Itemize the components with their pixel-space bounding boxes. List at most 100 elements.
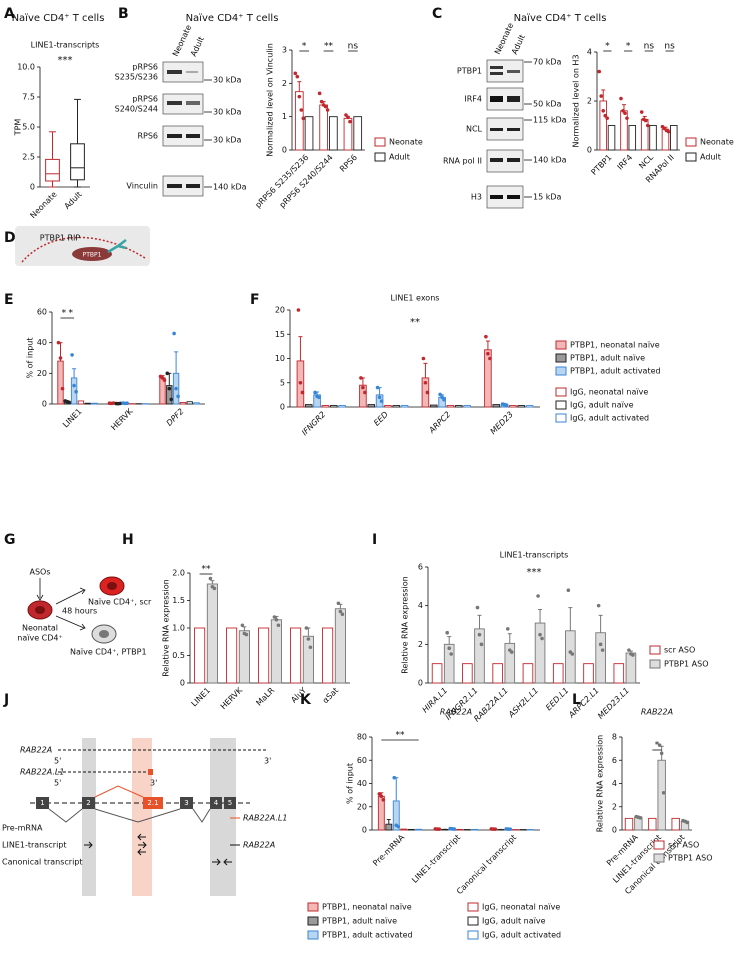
data-point	[645, 123, 650, 128]
data-point	[536, 594, 540, 598]
data-point	[379, 794, 384, 799]
x-tick-label: MaLR	[254, 686, 276, 708]
data-point	[538, 632, 542, 637]
x-tick-label: NCL	[637, 152, 655, 170]
x-tick-label: MED23	[489, 410, 515, 436]
data-point	[338, 609, 343, 614]
x-tick-label: MED23.L1	[596, 686, 631, 721]
legend-label: PTBP1, adult naïve	[322, 917, 397, 926]
bar	[329, 116, 338, 151]
data-point	[125, 401, 129, 406]
kda-marker: 50 kDa	[533, 100, 562, 109]
significance: ***	[527, 567, 542, 578]
x-tick-label: Adult	[63, 190, 84, 211]
exon-number: 2.1	[147, 799, 158, 807]
panel-label: I	[372, 532, 377, 548]
data-point	[212, 586, 217, 591]
label: naïve CD4⁺	[17, 634, 62, 643]
data-point	[208, 576, 213, 581]
y-tick-label: 15	[275, 330, 285, 339]
data-point	[340, 612, 345, 617]
x-tick-label: EED	[372, 410, 390, 428]
y-tick-label: 4	[612, 779, 617, 788]
rip-box	[15, 226, 150, 266]
data-point	[685, 820, 689, 825]
legend-swatch	[685, 137, 697, 147]
bar	[657, 759, 666, 831]
blot-row: NCL	[466, 125, 483, 134]
data-point	[605, 116, 610, 120]
data-point	[274, 617, 279, 622]
panel-label: A	[4, 6, 15, 22]
significance: **	[324, 42, 334, 52]
legend-label: PTBP1, adult activated	[570, 367, 661, 376]
y-axis-label: TPM	[14, 119, 23, 137]
legend-swatch	[555, 340, 567, 350]
data-point	[392, 775, 397, 780]
chart-title: LINE1-transcripts	[31, 41, 100, 50]
ptbp1-protein	[72, 247, 112, 261]
kda-marker: 15 kDa	[533, 193, 562, 202]
chart-title: RAB22A	[641, 708, 673, 717]
legend-label: IgG, adult naïve	[482, 917, 546, 926]
panel-header: Naïve CD4⁺ T cells	[12, 13, 105, 24]
y-axis-label: Relative RNA expression	[596, 735, 605, 833]
x-tick-label: IFNGR2	[300, 410, 327, 437]
bar	[649, 125, 657, 151]
data-point	[509, 650, 514, 654]
bar	[322, 627, 334, 684]
data-point	[293, 71, 298, 76]
significance: *	[62, 309, 67, 319]
bar	[392, 405, 401, 408]
data-point	[300, 390, 305, 395]
data-point	[319, 99, 324, 104]
significance: ns	[664, 42, 675, 52]
data-point	[306, 637, 311, 641]
x-tick-label: Pre-mRNA	[371, 832, 406, 867]
chart-title: LINE1 exons	[391, 294, 440, 303]
protein-label: PTBP1	[83, 252, 102, 259]
y-tick-label: 0	[180, 679, 185, 688]
data-point	[169, 397, 174, 402]
bar	[462, 663, 473, 684]
data-point	[442, 397, 446, 402]
data-point	[244, 632, 249, 637]
data-point	[423, 380, 428, 385]
significance: *	[302, 42, 307, 52]
bar	[670, 125, 678, 151]
bar	[294, 91, 304, 151]
data-point	[437, 827, 442, 831]
data-point	[638, 815, 643, 820]
bar	[400, 405, 409, 408]
panel-label: B	[118, 6, 129, 22]
data-point	[176, 394, 180, 399]
data-point	[298, 380, 303, 385]
bar	[290, 627, 302, 684]
data-point	[504, 403, 509, 407]
x-tick-label: αSat	[321, 686, 340, 705]
data-point	[297, 94, 302, 99]
y-tick-label: 0	[42, 400, 47, 409]
data-point	[597, 69, 602, 74]
bar	[334, 608, 346, 684]
legend-label: Neonate	[700, 138, 734, 147]
data-point	[438, 392, 442, 397]
blot-row: H3	[471, 193, 482, 202]
x-tick-label: RPS6	[338, 153, 359, 174]
bar	[471, 828, 479, 831]
legend-swatch	[467, 916, 479, 926]
blot-row: S235/S236	[115, 73, 158, 82]
bar	[226, 627, 238, 684]
bar	[385, 823, 393, 831]
data-point	[70, 353, 74, 357]
kda-marker: 30 kDa	[213, 136, 242, 145]
blot-row: Vinculin	[126, 182, 158, 191]
significance: *	[655, 741, 660, 751]
significance: *	[626, 42, 631, 52]
y-tick-label: 2.5	[22, 153, 35, 162]
bar	[446, 405, 455, 408]
bar	[565, 630, 576, 684]
bar	[415, 828, 423, 831]
kda-marker: 70 kDa	[533, 58, 562, 67]
bar	[338, 405, 346, 408]
